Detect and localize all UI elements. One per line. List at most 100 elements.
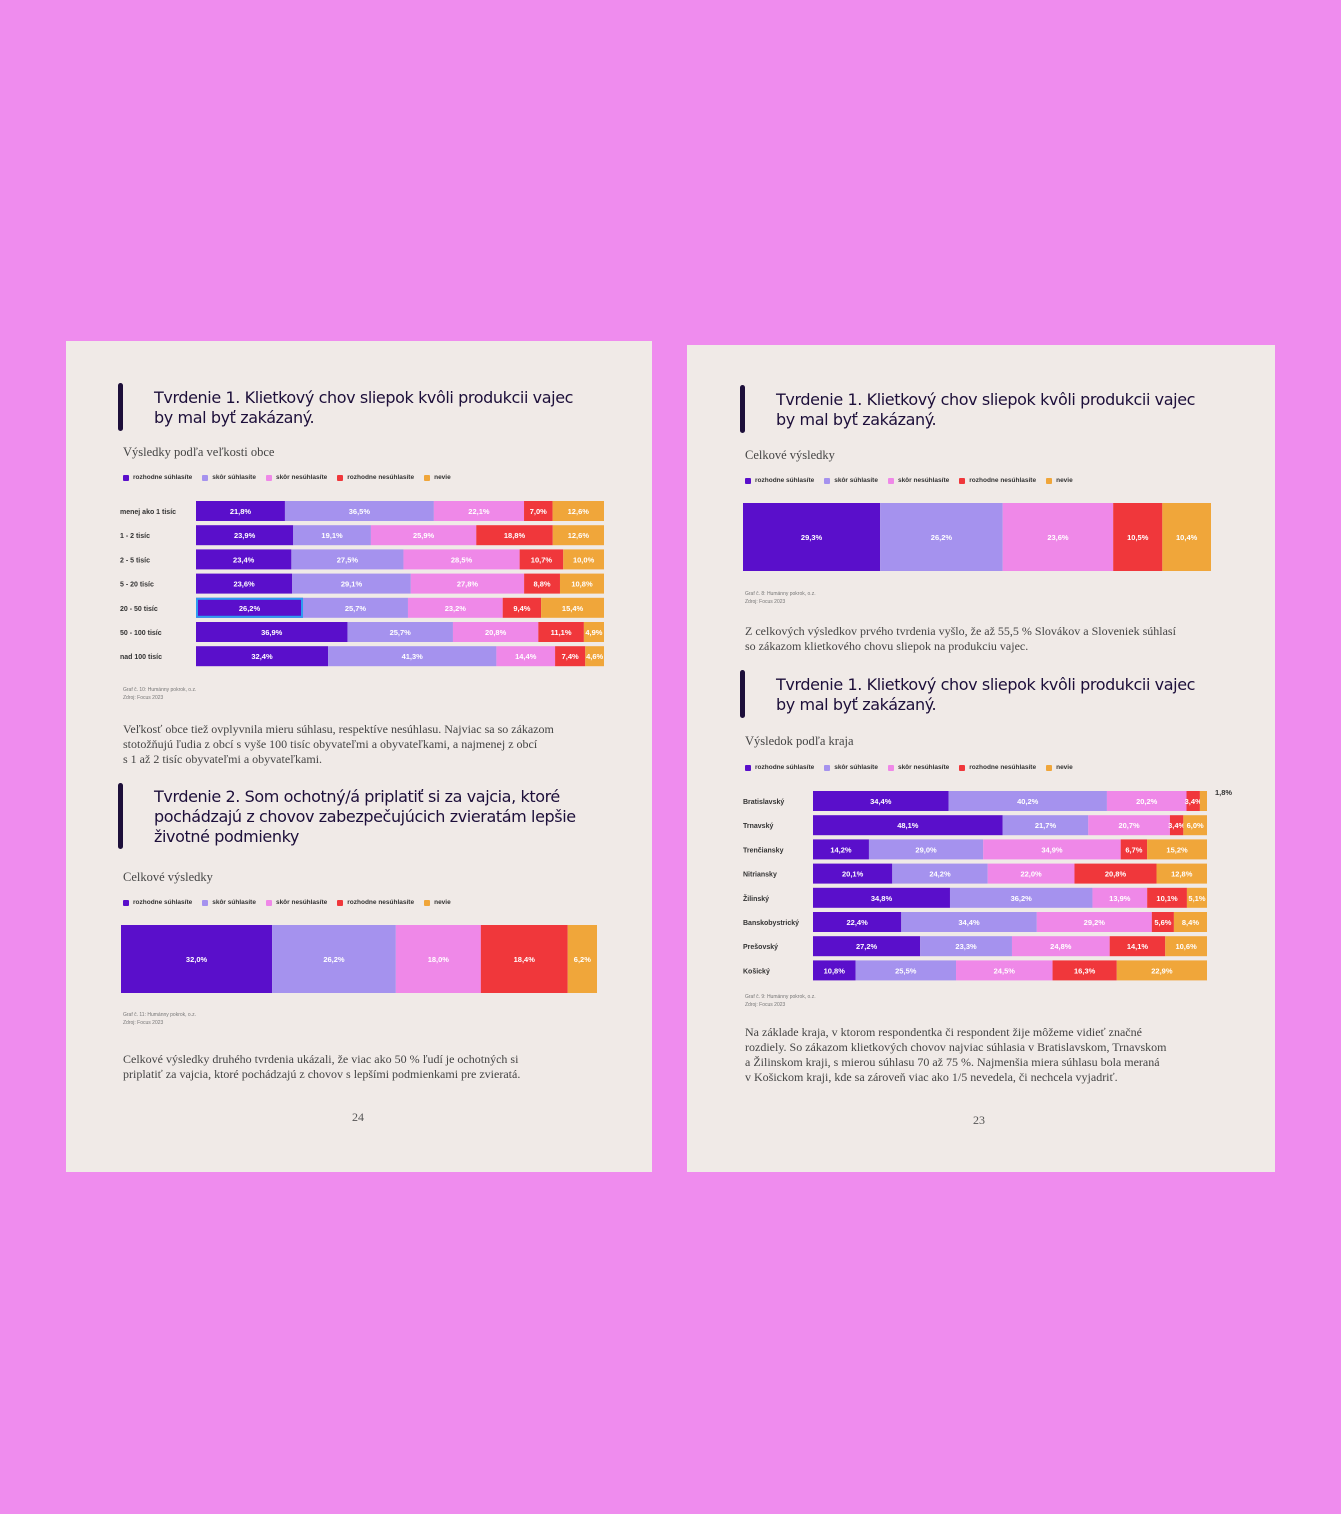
bar-segment xyxy=(291,549,404,570)
bar-segment xyxy=(901,912,1037,932)
chart-legend: rozhodne súhlasíte skôr súhlasíte skôr nes… xyxy=(745,477,1073,484)
legend-item: rozhodne nesúhlasíte xyxy=(337,899,414,906)
data-label: 10,8% xyxy=(824,966,846,975)
data-label: 6,7% xyxy=(1125,845,1142,854)
bar-segment xyxy=(496,646,556,667)
legend-swatch xyxy=(123,899,129,906)
bar-segment xyxy=(284,501,434,521)
category-label: 1 - 2 tisíc xyxy=(120,533,150,540)
bar-segment xyxy=(292,573,411,594)
data-label: 23,4% xyxy=(233,555,255,564)
legend-item: nevie xyxy=(1046,764,1073,771)
legend-swatch xyxy=(202,474,209,481)
heading-line: by mal byť zakázaný. xyxy=(776,410,937,429)
data-label: 8,8% xyxy=(533,580,550,589)
data-label: 32,4% xyxy=(251,652,273,661)
legend-item: skôr súhlasíte xyxy=(824,477,878,484)
data-label: 27,8% xyxy=(457,580,479,589)
paragraph-line: Z celkových výsledkov prvého tvrdenia vy… xyxy=(745,624,1176,638)
bar-segment xyxy=(524,573,560,594)
legend-label: rozhodne nesúhlasíte xyxy=(969,477,1037,484)
bar-segment xyxy=(519,549,564,570)
paragraph: Z celkových výsledkov prvého tvrdenia vy… xyxy=(745,624,1176,654)
data-label: 20,8% xyxy=(485,628,507,637)
category-label: Trnavský xyxy=(743,823,773,830)
bar-segment xyxy=(880,503,1003,571)
chart-subtitle: Výsledky podľa veľkosti obce xyxy=(123,445,275,459)
data-label: 24,2% xyxy=(929,870,951,879)
legend-label: rozhodne súhlasíte xyxy=(755,764,815,771)
data-label: 4,6% xyxy=(586,652,603,661)
bar-segment xyxy=(987,863,1075,884)
bar-segment xyxy=(433,501,525,521)
data-label: 34,4% xyxy=(870,797,892,806)
bar-segment xyxy=(949,887,1093,908)
bar-segment xyxy=(1151,912,1174,932)
data-label: 48,1% xyxy=(897,821,919,830)
bar-segment xyxy=(813,839,869,860)
data-label: 26,2% xyxy=(323,955,345,964)
selection-outline[interactable] xyxy=(196,597,304,618)
bar-segment xyxy=(538,622,584,642)
legend-item: rozhodne súhlasíte xyxy=(745,764,814,771)
legend-item: skôr súhlasíte xyxy=(202,474,256,481)
data-label: 1,8% xyxy=(1215,789,1232,797)
category-label: Nitriansky xyxy=(743,872,777,879)
heading-line: pochádzajú z chovov zabezpečujúcich zvie… xyxy=(154,807,576,826)
caption-line: Zdroj: Focus 2023 xyxy=(745,599,786,605)
legend-label: skôr súhlasíte xyxy=(212,899,256,906)
data-label: 25,7% xyxy=(345,604,367,613)
legend-item: rozhodne nesúhlasíte xyxy=(959,477,1036,484)
data-label: 22,0% xyxy=(1020,870,1042,879)
data-label: 29,1% xyxy=(341,580,363,589)
bar-segment xyxy=(743,503,881,571)
heading-accent-bar xyxy=(740,385,745,433)
bar-segment xyxy=(272,925,396,993)
heading-line: by mal byť zakázaný. xyxy=(776,695,937,714)
category-label: nad 100 tisíc xyxy=(120,654,162,661)
legend-swatch xyxy=(887,764,894,771)
chart-subtitle: Výsledok podľa kraja xyxy=(745,734,854,748)
bar-segment xyxy=(196,622,348,642)
data-label: 22,1% xyxy=(468,507,490,516)
data-label: 12,8% xyxy=(1171,870,1193,879)
data-label: 5,1% xyxy=(1188,894,1205,903)
heading-accent-bar xyxy=(118,383,123,431)
legend-swatch xyxy=(1046,477,1053,484)
bar-segment xyxy=(403,549,520,570)
data-label: 34,8% xyxy=(871,894,893,903)
bar-segment xyxy=(1052,960,1117,981)
page-heading: Tvrdenie 1. Klietkový chov sliepok kvôli… xyxy=(776,390,1195,430)
heading-line: životné podmienky xyxy=(154,827,299,846)
data-label: 18,0% xyxy=(428,955,450,964)
data-label: 6,0% xyxy=(1187,821,1204,830)
legend-label: rozhodne nesúhlasíte xyxy=(347,899,415,906)
legend-swatch xyxy=(745,764,751,771)
data-label: 9,4% xyxy=(513,604,530,613)
page-heading: Tvrdenie 1. Klietkový chov sliepok kvôli… xyxy=(154,388,573,428)
bar-segment xyxy=(196,525,294,546)
data-label: 12,6% xyxy=(568,531,590,540)
caption-line: Zdroj: Focus 2023 xyxy=(745,1002,786,1008)
legend-swatch xyxy=(824,764,831,771)
bar-segment xyxy=(563,549,604,570)
data-label: 23,3% xyxy=(955,942,977,951)
data-label: 40,2% xyxy=(1017,797,1039,806)
category-label: 5 - 20 tisíc xyxy=(120,582,154,589)
legend-label: rozhodne súhlasíte xyxy=(133,899,193,906)
data-label: 28,5% xyxy=(451,555,473,564)
bar-segment xyxy=(1147,887,1187,908)
right-page: Tvrdenie 1. Klietkový chov sliepok kvôli… xyxy=(687,345,1275,1172)
paragraph: Celkové výsledky druhého tvrdenia ukázal… xyxy=(123,1052,520,1082)
legend-item: skôr súhlasíte xyxy=(202,899,256,906)
chart-obec: menej ako 1 tisíc 21,8% 36,5% 22,1% 7,0% 12,6… xyxy=(116,499,606,669)
data-label: 24,5% xyxy=(994,966,1016,975)
chart-svg: Bratislavský 34,4% 40,2% 20,2% 3,4% 1,8% Trnav… xyxy=(743,788,1232,981)
category-label: Žilinský xyxy=(743,894,769,903)
chart-subtitle: Celkové výsledky xyxy=(745,448,835,462)
bar-segment xyxy=(1036,912,1152,932)
data-label: 29,0% xyxy=(915,845,937,854)
legend-label: skôr súhlasíte xyxy=(212,474,256,481)
data-label: 21,8% xyxy=(230,507,252,516)
data-label: 10,5% xyxy=(1127,533,1149,542)
